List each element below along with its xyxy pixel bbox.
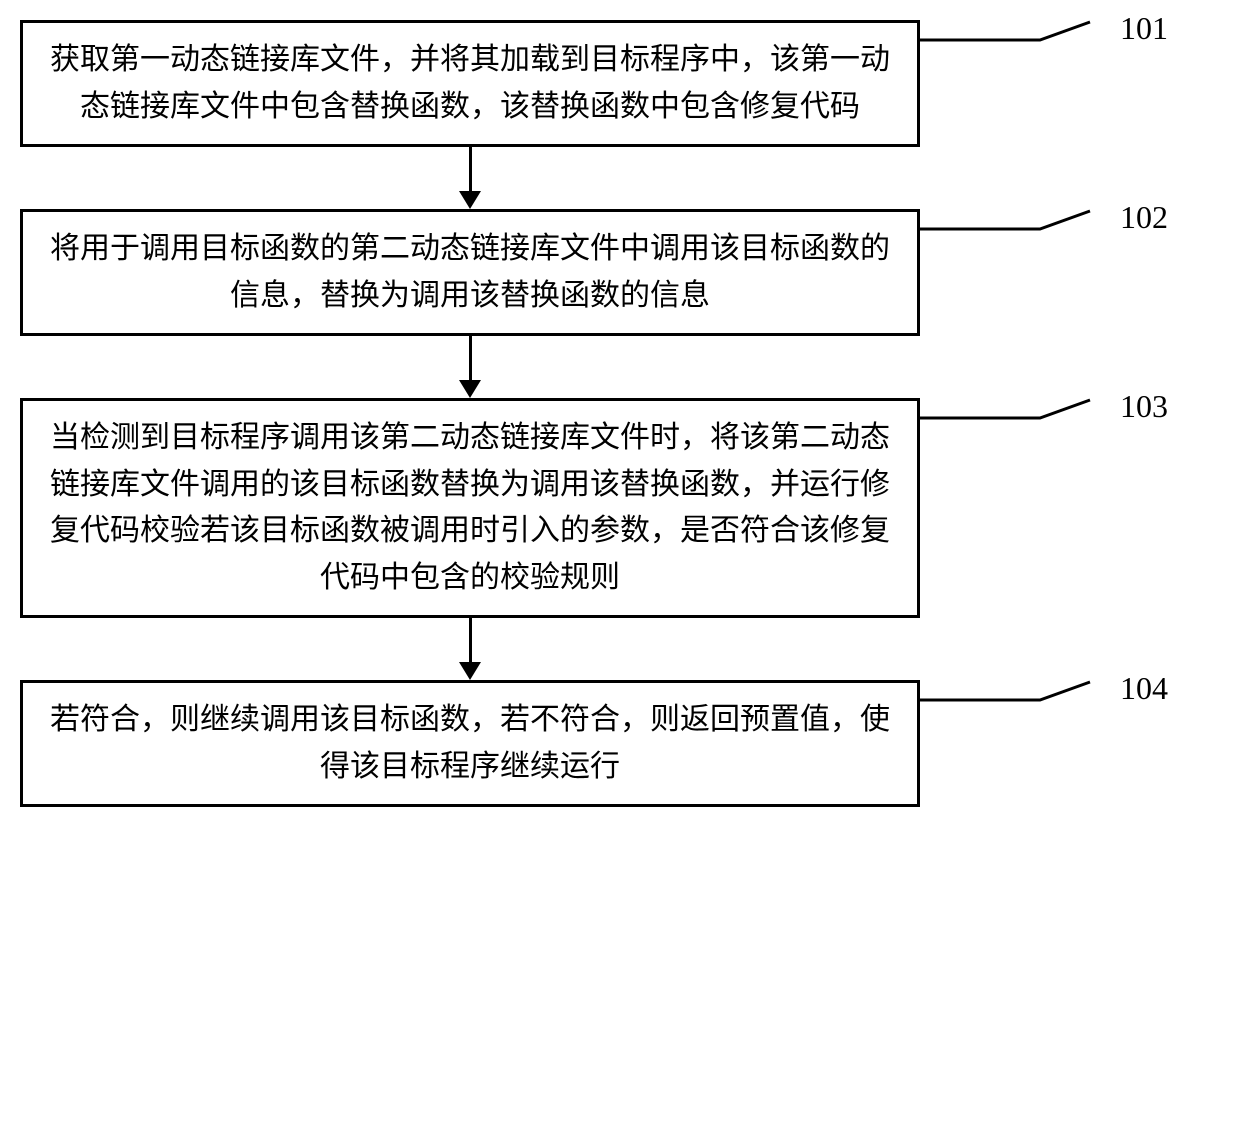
- flowchart-container: 获取第一动态链接库文件，并将其加载到目标程序中，该第一动态链接库文件中包含替换函…: [20, 20, 1220, 807]
- arrow-head-icon: [459, 662, 481, 680]
- connector-area: 104: [920, 680, 1220, 730]
- arrow-shaft: [469, 618, 472, 662]
- connector-svg: [920, 398, 1220, 458]
- arrow-head-icon: [459, 380, 481, 398]
- step-row: 将用于调用目标函数的第二动态链接库文件中调用该目标函数的信息，替换为调用该替换函…: [20, 209, 1220, 336]
- step-text: 将用于调用目标函数的第二动态链接库文件中调用该目标函数的信息，替换为调用该替换函…: [43, 226, 897, 319]
- arrow-head-icon: [459, 191, 481, 209]
- step-box-101: 获取第一动态链接库文件，并将其加载到目标程序中，该第一动态链接库文件中包含替换函…: [20, 20, 920, 147]
- step-row: 若符合，则继续调用该目标函数，若不符合，则返回预置值，使得该目标程序继续运行 1…: [20, 680, 1220, 807]
- step-label: 104: [1120, 670, 1168, 707]
- arrow-shaft: [469, 336, 472, 380]
- connector-area: 101: [920, 20, 1220, 70]
- step-box-103: 当检测到目标程序调用该第二动态链接库文件时，将该第二动态链接库文件调用的该目标函…: [20, 398, 920, 618]
- arrow-down: [459, 336, 481, 398]
- step-row: 当检测到目标程序调用该第二动态链接库文件时，将该第二动态链接库文件调用的该目标函…: [20, 398, 1220, 618]
- step-text: 若符合，则继续调用该目标函数，若不符合，则返回预置值，使得该目标程序继续运行: [43, 697, 897, 790]
- step-label: 101: [1120, 10, 1168, 47]
- arrow-shaft: [469, 147, 472, 191]
- step-label: 102: [1120, 199, 1168, 236]
- arrow-down: [459, 618, 481, 680]
- step-text: 获取第一动态链接库文件，并将其加载到目标程序中，该第一动态链接库文件中包含替换函…: [43, 37, 897, 130]
- arrow-down: [459, 147, 481, 209]
- step-box-102: 将用于调用目标函数的第二动态链接库文件中调用该目标函数的信息，替换为调用该替换函…: [20, 209, 920, 336]
- step-box-104: 若符合，则继续调用该目标函数，若不符合，则返回预置值，使得该目标程序继续运行: [20, 680, 920, 807]
- connector-area: 103: [920, 398, 1220, 448]
- connector-svg: [920, 20, 1220, 80]
- step-text: 当检测到目标程序调用该第二动态链接库文件时，将该第二动态链接库文件调用的该目标函…: [43, 415, 897, 601]
- connector-svg: [920, 680, 1220, 740]
- connector-area: 102: [920, 209, 1220, 259]
- step-label: 103: [1120, 388, 1168, 425]
- step-row: 获取第一动态链接库文件，并将其加载到目标程序中，该第一动态链接库文件中包含替换函…: [20, 20, 1220, 147]
- connector-svg: [920, 209, 1220, 269]
